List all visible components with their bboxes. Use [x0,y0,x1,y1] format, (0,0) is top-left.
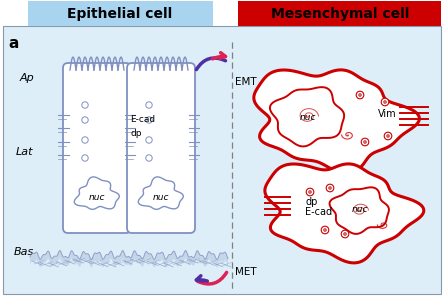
FancyBboxPatch shape [28,1,213,26]
Circle shape [358,94,361,97]
Circle shape [82,117,88,123]
Circle shape [306,188,314,196]
Circle shape [82,102,88,108]
Circle shape [146,137,152,143]
Text: nuc: nuc [153,192,169,201]
Circle shape [146,102,152,108]
Text: nuc: nuc [300,113,316,122]
Text: a: a [8,36,18,51]
Circle shape [341,230,349,238]
FancyArrowPatch shape [198,272,226,284]
Circle shape [364,140,366,143]
FancyArrowPatch shape [213,53,226,59]
Circle shape [321,226,329,234]
FancyArrowPatch shape [196,58,226,69]
Circle shape [386,135,389,138]
Text: nuc: nuc [352,206,368,214]
FancyBboxPatch shape [238,1,441,26]
Circle shape [326,184,334,192]
Text: MET: MET [235,267,257,277]
Text: Mesenchymal cell: Mesenchymal cell [271,7,409,21]
Text: Vim: Vim [378,109,397,119]
Text: E-cad: E-cad [130,116,155,124]
Polygon shape [329,187,389,234]
Circle shape [384,100,386,103]
Text: Bas: Bas [14,247,34,257]
Circle shape [344,233,346,236]
Text: Ap: Ap [20,73,35,83]
FancyBboxPatch shape [3,26,441,294]
Circle shape [356,91,364,99]
Text: EMT: EMT [235,77,257,87]
Circle shape [384,132,392,140]
Circle shape [82,137,88,143]
Text: nuc: nuc [89,192,105,201]
FancyBboxPatch shape [63,63,131,233]
Polygon shape [270,87,344,146]
Circle shape [381,98,389,106]
Polygon shape [74,177,119,209]
Circle shape [324,228,326,231]
Circle shape [146,117,152,123]
Polygon shape [254,70,419,173]
Circle shape [309,190,312,194]
FancyBboxPatch shape [127,63,195,233]
Polygon shape [265,164,424,263]
FancyArrowPatch shape [196,276,207,281]
Circle shape [146,155,152,161]
Circle shape [361,138,369,146]
Text: Epithelial cell: Epithelial cell [67,7,173,21]
Text: dp: dp [130,129,142,138]
Text: dp: dp [305,197,317,207]
Circle shape [82,155,88,161]
Polygon shape [138,177,183,209]
Circle shape [329,187,332,189]
Text: Lat: Lat [16,147,33,157]
Text: E-cad: E-cad [305,207,332,217]
